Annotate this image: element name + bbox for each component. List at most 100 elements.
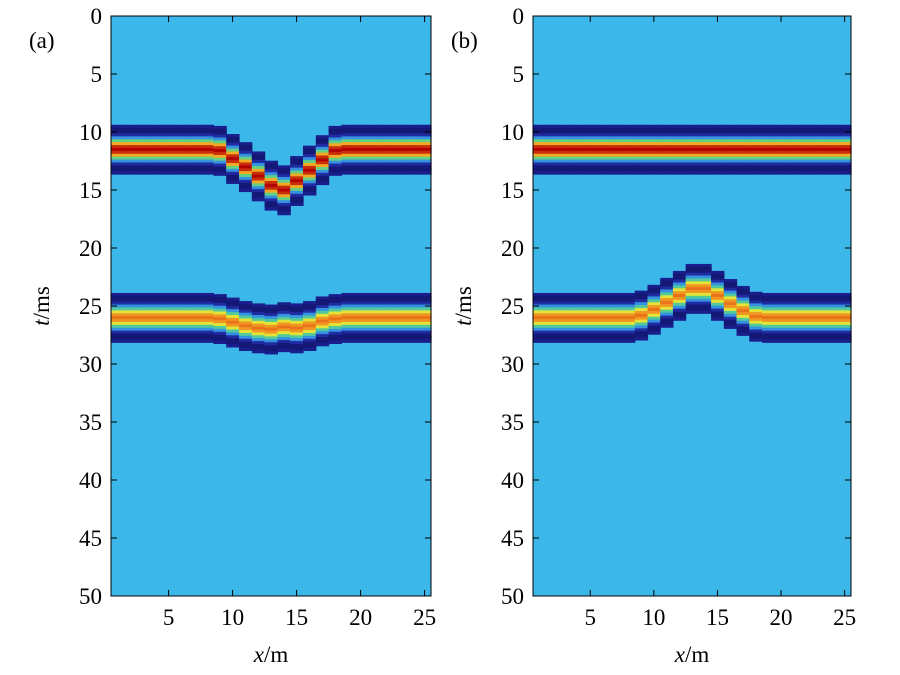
heatmap-cell: [264, 327, 278, 332]
heatmap-cell: [264, 183, 278, 188]
heatmap-cell: [303, 174, 317, 179]
heatmap-cell: [812, 156, 827, 161]
heatmap-cell: [149, 298, 163, 303]
heatmap-cell: [787, 150, 801, 155]
event-1-a: [111, 124, 432, 216]
heatmap-cell: [838, 142, 852, 146]
heatmap-cell: [749, 314, 763, 319]
heatmap-cell: [761, 324, 776, 329]
heatmap-cell: [341, 124, 355, 129]
heatmap-cell: [162, 150, 176, 155]
heatmap-cell: [162, 136, 176, 140]
heatmap-cell: [545, 292, 560, 297]
heatmap-cell: [622, 165, 636, 169]
heatmap-cell: [239, 324, 253, 328]
heatmap-cell: [367, 339, 381, 343]
heatmap-cell: [723, 130, 738, 135]
heatmap-cell: [162, 339, 176, 343]
heatmap-cell: [264, 345, 278, 349]
heatmap-cell: [175, 313, 189, 317]
heatmap-cell: [800, 162, 814, 166]
heatmap-cell: [558, 310, 572, 314]
heatmap-cell: [774, 147, 788, 152]
heatmap-cell: [800, 333, 814, 338]
heatmap-cell: [774, 142, 788, 146]
heatmap-cell: [533, 171, 547, 175]
heatmap-cell: [723, 296, 738, 300]
heatmap-cell: [622, 133, 636, 137]
heatmap-cell: [123, 298, 138, 303]
heatmap-cell: [175, 124, 189, 129]
heatmap-cell: [825, 159, 839, 164]
heatmap-cell: [838, 159, 852, 164]
heatmap-cell: [622, 168, 636, 172]
heatmap-cell: [622, 171, 636, 175]
heatmap-cell: [354, 133, 368, 137]
heatmap-cell: [239, 142, 253, 146]
heatmap-cell: [405, 295, 419, 300]
heatmap-cell: [405, 133, 419, 137]
heatmap-cell: [341, 339, 355, 343]
heatmap-cell: [149, 147, 163, 152]
heatmap-cell: [111, 310, 125, 314]
heatmap-cell: [213, 152, 227, 156]
heatmap-cell: [749, 335, 763, 339]
heatmap-cell: [328, 125, 342, 130]
heatmap-cell: [571, 321, 585, 326]
heatmap-cell: [392, 298, 406, 303]
heatmap-cell: [226, 317, 240, 322]
heatmap-cell: [367, 304, 381, 309]
heatmap-cell: [774, 339, 788, 343]
heatmap-cell: [111, 301, 125, 306]
heatmap-cell: [239, 159, 253, 164]
heatmap-cell: [825, 324, 839, 329]
heatmap-cell: [838, 165, 852, 169]
heatmap-cell: [825, 150, 839, 155]
heatmap-cell: [698, 168, 712, 172]
heatmap-cell: [136, 130, 150, 135]
heatmap-cell: [277, 328, 291, 332]
heatmap-cell: [787, 304, 801, 309]
heatmap-cell: [213, 326, 227, 330]
trace-column: [162, 292, 176, 343]
heatmap-cell: [583, 142, 598, 146]
heatmap-cell: [571, 142, 585, 146]
heatmap-cell: [787, 321, 801, 326]
heatmap-cell: [596, 124, 610, 129]
heatmap-cell: [825, 298, 839, 303]
trace-column: [723, 124, 738, 175]
heatmap-cell: [226, 168, 240, 173]
heatmap-cell: [761, 319, 776, 323]
heatmap-cell: [698, 142, 712, 146]
heatmap-cell: [226, 300, 240, 304]
heatmap-cell: [761, 339, 776, 343]
heatmap-cell: [672, 127, 687, 132]
heatmap-cell: [711, 147, 725, 152]
heatmap-cell: [123, 321, 138, 326]
heatmap-cell: [825, 333, 839, 338]
heatmap-cell: [136, 295, 150, 300]
heatmap-cell: [698, 290, 712, 294]
heatmap-cell: [723, 290, 738, 295]
heatmap-cell: [187, 330, 202, 335]
heatmap-cell: [685, 139, 699, 143]
heatmap-cell: [277, 316, 291, 321]
heatmap-cell: [736, 297, 750, 302]
heatmap-cell: [379, 136, 394, 140]
heatmap-cell: [175, 147, 189, 152]
trace-column: [149, 124, 163, 175]
heatmap-cell: [136, 168, 150, 172]
heatmap-cell: [405, 330, 419, 335]
heatmap-cell: [162, 301, 176, 306]
heatmap-cell: [328, 340, 342, 345]
heatmap-cell: [749, 150, 763, 155]
heatmap-cell: [812, 304, 827, 309]
heatmap-cell: [251, 171, 266, 176]
heatmap-cell: [175, 327, 189, 332]
heatmap-cell: [111, 165, 125, 169]
heatmap-cell: [379, 124, 394, 129]
heatmap-cell: [251, 335, 266, 339]
heatmap-cell: [367, 316, 381, 320]
y-tick-label: 50: [79, 584, 102, 609]
heatmap-cell: [736, 323, 750, 328]
